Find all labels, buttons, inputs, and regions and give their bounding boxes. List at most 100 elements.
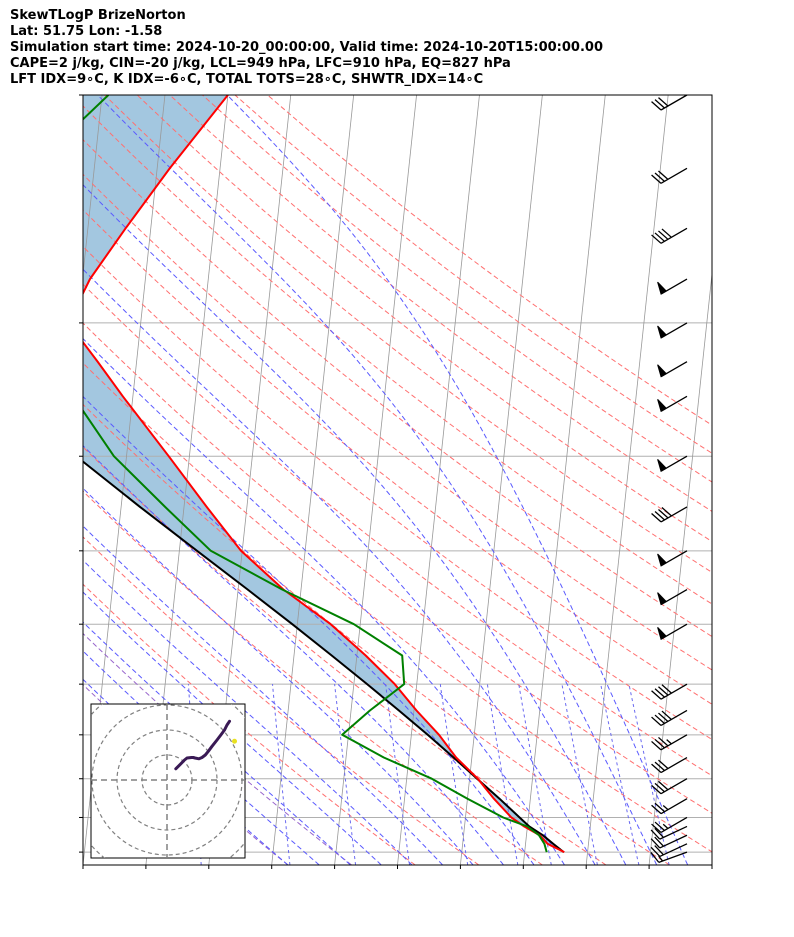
dry-adiabat-line [83,632,352,865]
barb-full [658,230,669,240]
barb-full [661,507,672,517]
barb-flag [657,281,668,295]
mixing-ratio-line [272,684,291,865]
mixing-ratio-line [600,684,640,865]
barb-full [658,97,669,107]
dewpoint-profile-line [83,95,548,853]
barb-full [651,763,662,773]
barb-shaft [660,94,688,111]
indices-line: LFT IDX=9∘C, K IDX=-6∘C, TOTAL TOTS=28∘C… [10,72,484,87]
moist-adiabat-line [83,337,565,865]
barb-half [662,823,669,829]
barb-shaft [660,778,688,795]
dry-adiabat-line [83,105,712,605]
wind-barb [651,683,688,700]
dry-adiabat-line [83,536,480,865]
mixing-ratio-line [628,683,670,865]
moist-adiabat-line [83,268,596,865]
wind-barb [651,227,688,244]
simulation-time-line: Simulation start time: 2024-10-20_00:00:… [10,40,603,55]
barb-half [662,804,669,811]
wind-barb [651,94,688,111]
moist-adiabat-line [83,559,413,865]
barb-full [654,845,664,856]
barb-full [650,829,661,840]
isotherm-line [334,95,417,865]
barb-full [654,714,665,724]
dry-adiabat-line [169,95,712,512]
barb-full [651,804,662,815]
dry-adiabat-line [83,245,712,741]
barb-full [651,174,662,184]
barb-full [654,232,665,242]
dry-adiabat-line [83,362,712,853]
barb-full [661,710,672,720]
barb-flag [657,364,668,378]
wind-barb [657,395,688,413]
wind-barb [650,825,688,840]
wind-barb [657,322,688,339]
wind-barb [651,506,688,523]
barb-flag [657,458,668,472]
barb-full [651,101,662,111]
barb-full [651,234,662,244]
moist-adiabat-line [83,444,504,865]
barb-half [666,739,672,745]
barb-full [651,823,662,833]
barb-flag [657,626,668,640]
barb-full [651,784,662,795]
barb-shaft [660,816,688,834]
wind-barb [651,734,688,751]
dry-adiabat-line [83,490,543,865]
isotherm-line [271,95,355,865]
moist-adiabat-line [97,95,658,865]
barb-full [654,761,665,771]
moist-adiabat-line [83,487,474,865]
dry-adiabat-line [202,95,712,483]
dry-adiabat-line [83,583,416,865]
barb-full [661,684,672,694]
wind-barb [650,843,688,858]
isotherm-line [397,95,480,865]
station-title: SkewTLogP BrizeNorton [10,8,186,23]
wind-barb [651,798,688,815]
hodograph-point [232,738,237,744]
barb-full [658,759,669,769]
wind-barb [650,851,688,863]
barb-full [651,513,662,523]
wind-barb [651,709,688,727]
wind-barb [651,167,688,184]
barb-shaft [660,709,688,727]
moist-adiabat-line [83,525,443,865]
barb-full [658,686,669,696]
barb-flag [657,399,668,413]
barb-half [658,855,664,862]
barb-shaft [659,825,688,840]
dry-adiabat-line [83,138,712,638]
mixing-ratio-line [561,684,598,865]
wind-barb [657,550,688,567]
barb-shaft [658,851,688,863]
moist-adiabat-line [83,184,627,865]
barb-full [654,782,665,793]
barb-flag [657,553,668,567]
barb-shaft [660,506,688,523]
barb-shaft [659,834,688,849]
barb-shaft [660,798,688,815]
isotherm-line [711,861,712,865]
wind-barb [657,455,688,472]
hodograph-trace [174,719,231,771]
barb-full [654,99,665,109]
barb-shaft [660,227,688,244]
wind-barb [657,588,688,606]
lat-lon-line: Lat: 51.75 Lon: -1.58 [10,24,163,39]
cape-shading [83,95,565,853]
barb-full [650,838,661,849]
barb-full [658,712,669,722]
barb-full [654,738,665,749]
moist-adiabat-line [83,650,320,865]
wind-barb [657,278,688,295]
mixing-ratio-line [385,684,411,865]
dry-adiabat-line [234,95,712,454]
